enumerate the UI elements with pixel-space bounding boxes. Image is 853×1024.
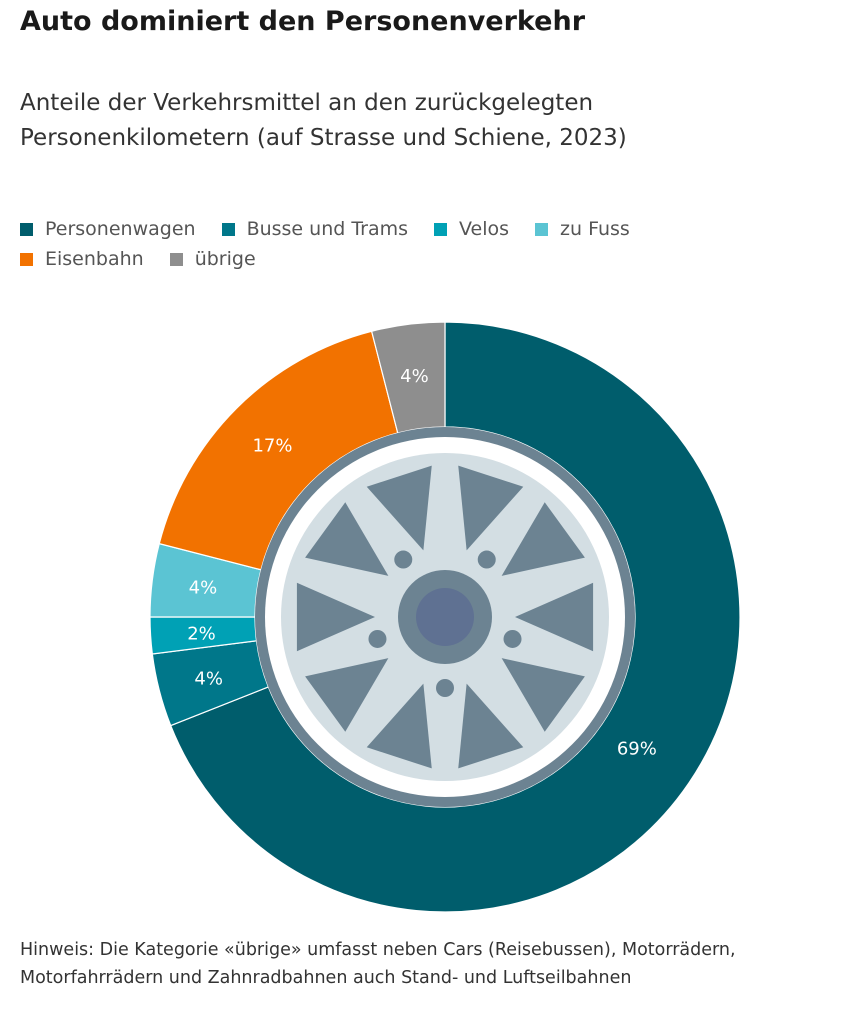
data-label: 69% <box>617 738 657 759</box>
legend-item: übrige <box>169 244 256 274</box>
legend-item: Eisenbahn <box>20 244 144 274</box>
legend-item: Busse und Trams <box>221 214 409 244</box>
wheel-spoke-gap <box>366 465 432 551</box>
wheel-spoke-gap <box>296 582 375 652</box>
wheel-spoke-gap <box>458 683 524 769</box>
legend-swatch <box>434 222 448 236</box>
legend-swatch <box>169 252 183 266</box>
legend-swatch <box>20 222 33 236</box>
data-label: 17% <box>252 435 292 456</box>
data-label: 4% <box>189 577 218 598</box>
wheel-spoke-gap <box>501 658 585 732</box>
chart-subtitle: Anteile der Verkehrsmittel an den zurück… <box>20 90 627 151</box>
data-label: 2% <box>187 623 216 644</box>
wheel-bolt <box>436 679 454 697</box>
legend-label: übrige <box>194 248 256 270</box>
legend-swatch <box>20 252 33 266</box>
wheel-spoke-gap <box>366 683 432 769</box>
legend-item: Personenwagen <box>20 214 196 244</box>
wheel-bolt <box>477 550 496 569</box>
legend-label: zu Fuss <box>560 218 630 240</box>
legend-item: Velos <box>434 214 509 244</box>
legend: Personenwagen Busse und Trams Velos zu Fuss… <box>20 214 780 274</box>
legend-swatch <box>535 222 549 236</box>
wheel-hub-cap <box>416 588 474 646</box>
wheel-bolt <box>368 629 387 648</box>
wheel-bolt <box>394 550 413 569</box>
footnote: Hinweis: Die Kategorie «übrige» umfasst … <box>20 940 736 988</box>
legend-label: Velos <box>459 218 510 240</box>
legend-label: Busse und Trams <box>246 218 409 240</box>
wheel-spoke-gap <box>458 465 524 551</box>
legend-label: Eisenbahn <box>45 248 144 270</box>
chart-title: Auto dominiert den Personenverkehr <box>20 6 586 37</box>
wheel-spoke-gap <box>515 582 594 652</box>
wheel-spoke-gap <box>305 502 389 576</box>
legend-swatch <box>221 222 235 236</box>
wheel-spoke-gap <box>501 502 585 576</box>
legend-item: zu Fuss <box>535 214 630 244</box>
wheel-spoke-gap <box>305 658 389 732</box>
data-label: 4% <box>194 669 223 690</box>
legend-label: Personenwagen <box>45 218 196 240</box>
data-label: 4% <box>400 366 429 387</box>
wheel-bolt <box>503 629 522 648</box>
